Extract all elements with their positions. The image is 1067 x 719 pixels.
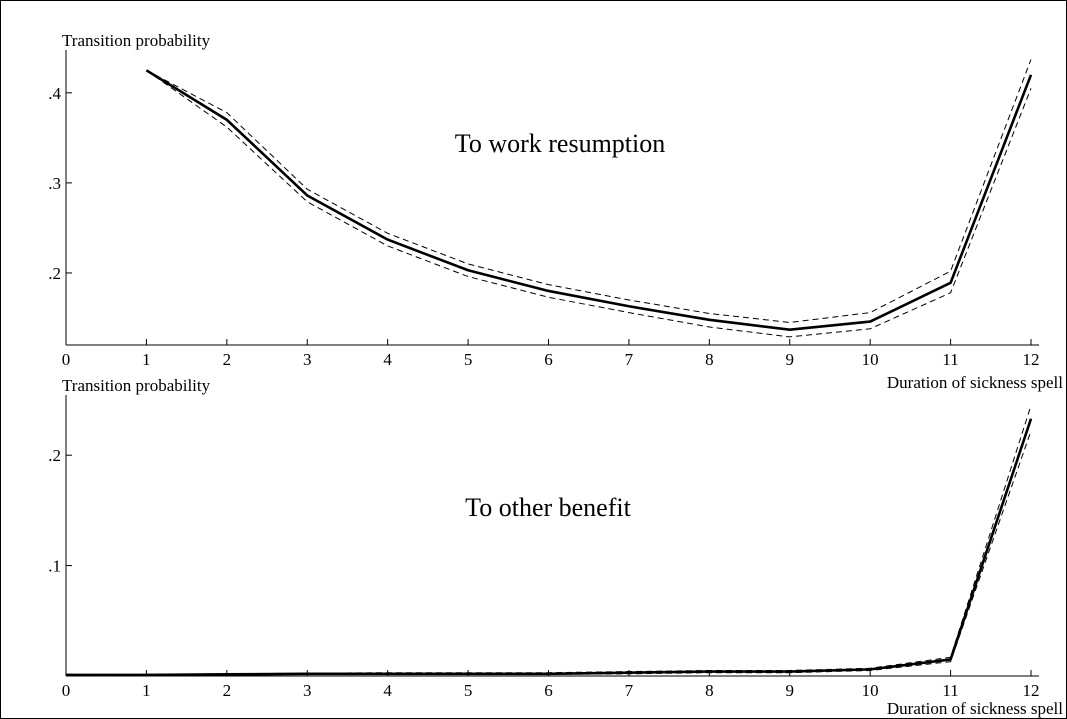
x-tick-label: 8 [705,350,714,369]
estimate-line [66,418,1033,677]
band-line [66,430,1032,676]
x-tick-label: 4 [383,681,392,700]
y-tick-label: .2 [48,264,61,283]
x-tick-label: 4 [383,350,392,369]
x-tick-label: 0 [62,350,71,369]
x-tick-label: 8 [705,681,714,700]
x-tick-label: 7 [625,681,634,700]
x-tick-label: 0 [62,681,71,700]
x-tick-label: 2 [223,350,232,369]
x-axis-label: Duration of sickness spell [887,699,1063,718]
x-tick-label: 1 [142,350,151,369]
y-tick-label: .3 [48,174,61,193]
y-axis-label: Transition probability [62,376,211,395]
estimate-line [145,69,1033,331]
x-tick-label: 12 [1023,350,1040,369]
x-tick-label: 9 [786,350,795,369]
y-axis-label: Transition probability [62,31,211,50]
x-tick-label: 6 [544,681,553,700]
annotation: To other benefit [465,493,631,522]
x-tick-label: 3 [303,350,312,369]
y-tick-label: .2 [48,446,61,465]
x-tick-label: 10 [862,350,879,369]
y-tick-label: .4 [48,84,61,103]
x-tick-label: 10 [862,681,879,700]
x-tick-label: 12 [1023,681,1040,700]
x-tick-label: 11 [942,681,958,700]
x-tick-label: 9 [786,681,795,700]
x-tick-label: 5 [464,350,473,369]
y-tick-label: .1 [48,557,61,576]
x-tick-label: 6 [544,350,553,369]
band-line [146,59,1032,323]
x-tick-label: 11 [942,350,958,369]
x-tick-label: 7 [625,350,634,369]
x-tick-label: 3 [303,681,312,700]
x-tick-label: 5 [464,681,473,700]
x-tick-label: 1 [142,681,151,700]
x-tick-label: 2 [223,681,232,700]
x-axis-label: Duration of sickness spell [887,373,1063,392]
band-line [66,405,1032,675]
annotation: To work resumption [455,129,666,158]
